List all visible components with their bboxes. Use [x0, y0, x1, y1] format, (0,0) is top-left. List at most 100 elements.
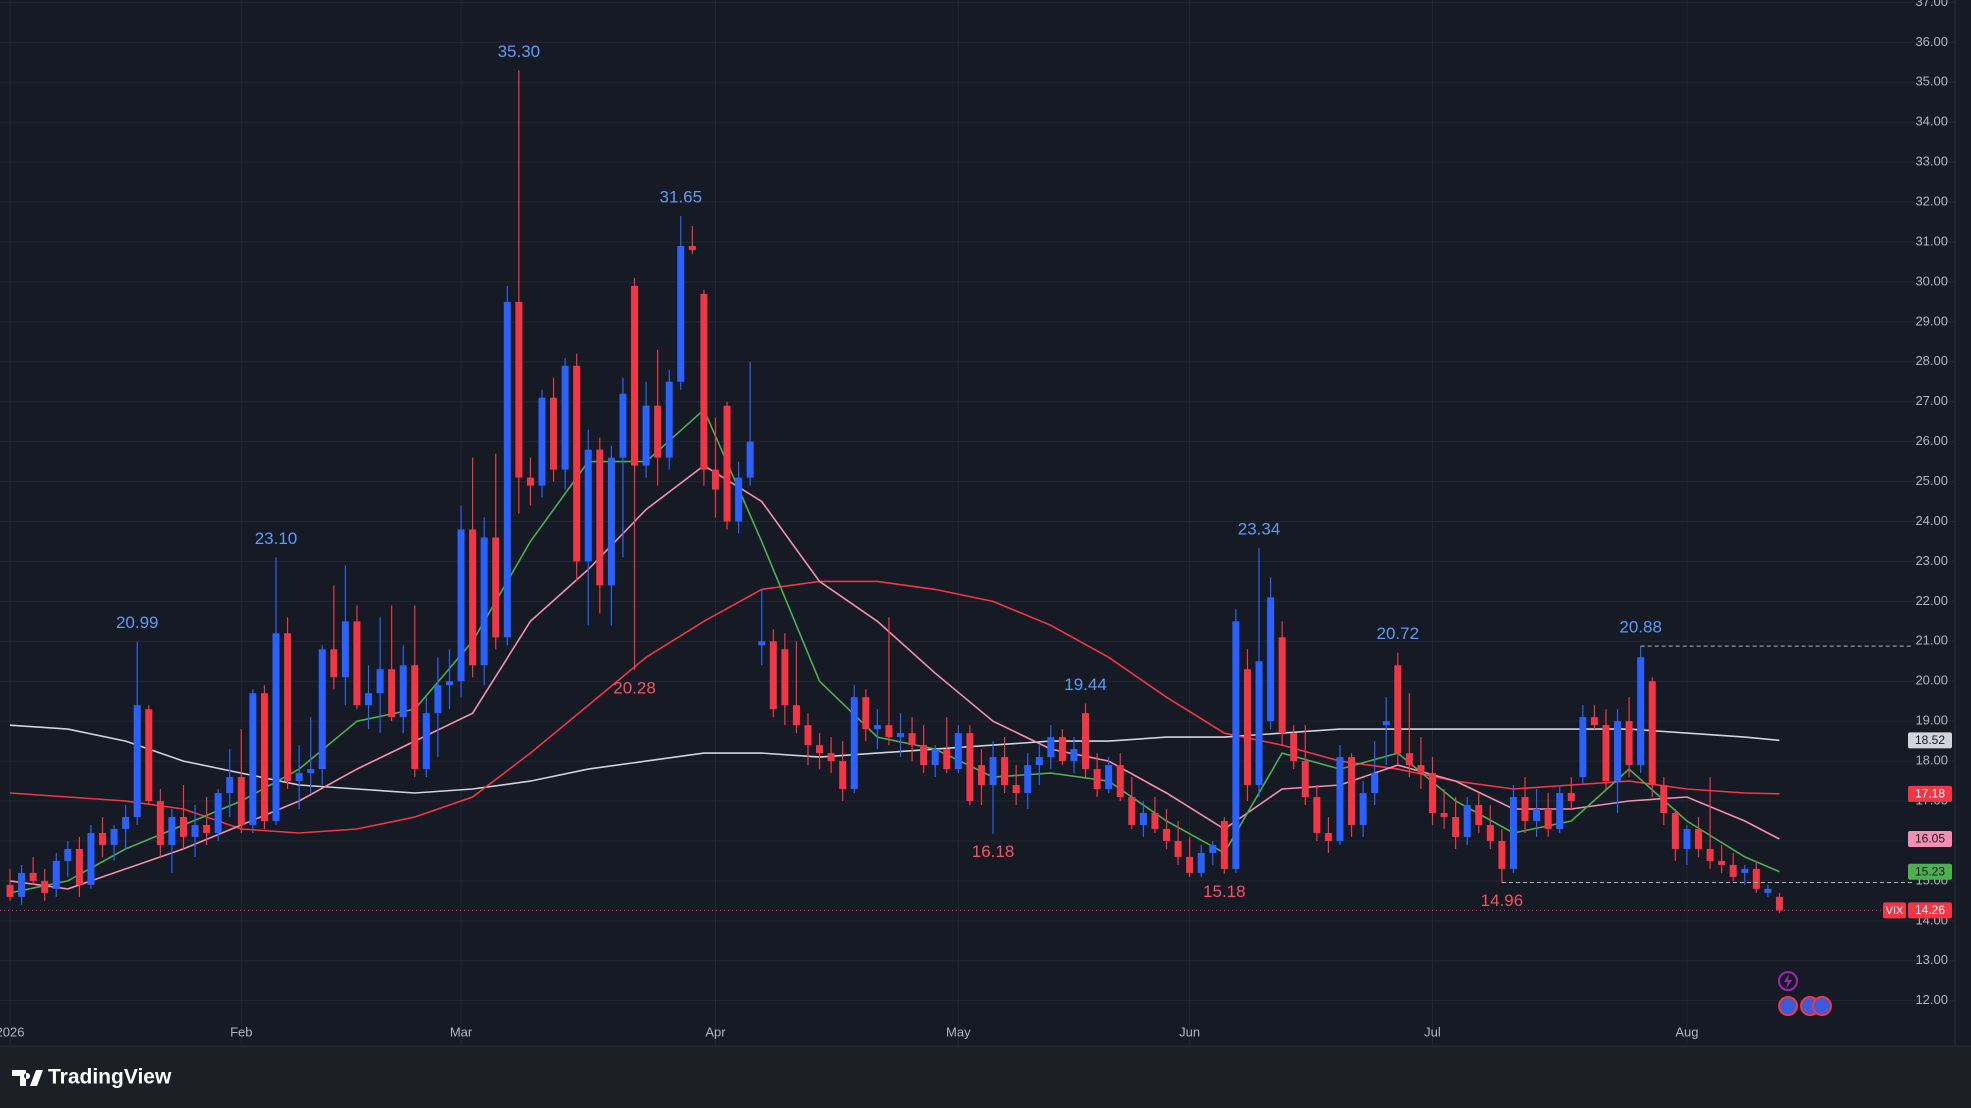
candle-body	[41, 880, 49, 893]
candle-body	[526, 477, 534, 486]
candle-body	[538, 397, 546, 486]
candle-body	[966, 733, 974, 802]
candle-body	[1567, 793, 1575, 802]
candle-body	[1058, 737, 1066, 762]
candle-body	[469, 529, 477, 666]
candle-body	[260, 693, 268, 821]
candle-body	[249, 693, 257, 825]
candle-body	[18, 872, 26, 897]
candle-body	[1313, 797, 1321, 833]
y-tick-label: 26.00	[1915, 433, 1948, 448]
y-tick-label: 31.00	[1915, 233, 1948, 248]
candle-body	[1544, 809, 1552, 829]
candle-body	[1486, 824, 1494, 841]
brand-logo[interactable]	[12, 1070, 43, 1086]
extreme-label: 20.99	[116, 613, 159, 632]
candle-body	[353, 621, 361, 706]
brand-name[interactable]: TradingView	[48, 1066, 172, 1089]
grid	[0, 0, 1955, 1045]
x-tick-label: May	[946, 1024, 971, 1039]
moving-averages	[9, 408, 1780, 894]
candle-body	[688, 245, 696, 250]
candle-body	[1035, 757, 1043, 766]
candle-body	[1556, 793, 1564, 829]
candle-body	[885, 725, 893, 738]
candle-body	[64, 848, 72, 861]
candle-body	[631, 285, 639, 466]
extreme-label: 23.10	[255, 529, 298, 548]
candle-body	[1012, 785, 1020, 794]
candle-body	[1521, 797, 1529, 821]
candle-body	[1637, 657, 1645, 766]
candle-body	[850, 697, 858, 790]
candle-body	[607, 457, 615, 586]
footer	[0, 1046, 1971, 1108]
candle-body	[492, 537, 500, 638]
candle-body	[1764, 888, 1772, 893]
candle-body	[480, 537, 488, 666]
candle-body	[1417, 765, 1425, 774]
candle-body	[1324, 832, 1332, 841]
candle-body	[1348, 757, 1356, 825]
event-flag[interactable]	[1812, 996, 1832, 1016]
candle-body	[1752, 868, 1760, 889]
last-price-label: 14.26	[1915, 903, 1945, 917]
candle-body	[1614, 721, 1622, 782]
candle-body	[307, 769, 315, 774]
ma-price-box	[1908, 863, 1952, 880]
y-tick-label: 12.00	[1915, 992, 1948, 1007]
candle-body	[52, 860, 60, 889]
candle-body	[665, 381, 673, 458]
candle-body	[388, 669, 396, 718]
extreme-label: 15.18	[1203, 882, 1246, 901]
x-tick-label: Feb	[230, 1024, 252, 1039]
y-tick-label: 27.00	[1915, 393, 1948, 408]
y-tick-label: 32.00	[1915, 193, 1948, 208]
y-tick-label: 36.00	[1915, 34, 1948, 49]
moving-average-line	[9, 580, 1780, 834]
candle-body	[1336, 757, 1344, 841]
moving-average-line	[9, 724, 1780, 794]
extreme-label: 19.44	[1064, 675, 1107, 694]
candle-body	[920, 745, 928, 766]
candle-body	[1775, 896, 1783, 911]
candle-body	[1683, 828, 1691, 849]
candle-body	[1255, 661, 1263, 786]
candle-body	[654, 405, 662, 458]
candle-body	[1452, 816, 1460, 837]
candle-body	[399, 665, 407, 718]
event-icon[interactable]	[1778, 971, 1798, 991]
candle-body	[735, 477, 743, 522]
candle-body	[1648, 681, 1656, 786]
x-tick-label: Aug	[1675, 1024, 1698, 1039]
candle-body	[87, 832, 95, 885]
candle-body	[99, 832, 107, 845]
candle-body	[677, 245, 685, 382]
candle-body	[133, 705, 141, 817]
candle-body	[1151, 812, 1159, 829]
candle-body	[434, 685, 442, 714]
overlay: 12.0013.0014.0015.0016.0017.0018.0019.00…	[0, 0, 1952, 1039]
y-tick-label: 30.00	[1915, 273, 1948, 288]
y-tick-label: 28.00	[1915, 353, 1948, 368]
y-tick-label: 29.00	[1915, 313, 1948, 328]
candle-body	[792, 705, 800, 726]
event-flag[interactable]	[1778, 996, 1798, 1016]
candle-body	[203, 824, 211, 833]
candle-body	[1741, 868, 1749, 873]
candle-body	[1082, 713, 1090, 770]
candle-body	[561, 365, 569, 470]
candle-body	[1220, 820, 1228, 869]
candle-body	[1533, 809, 1541, 821]
event-icon-bolt	[1784, 974, 1792, 989]
extreme-label: 35.30	[498, 42, 541, 61]
candle-body	[1243, 669, 1251, 786]
candle-body	[723, 405, 731, 522]
candle-body	[711, 469, 719, 490]
y-tick-label: 33.00	[1915, 154, 1948, 169]
candle-body	[75, 848, 83, 885]
symbol-label: VIX	[1886, 905, 1904, 917]
candle-body	[29, 872, 37, 881]
candle-body	[1394, 665, 1402, 754]
